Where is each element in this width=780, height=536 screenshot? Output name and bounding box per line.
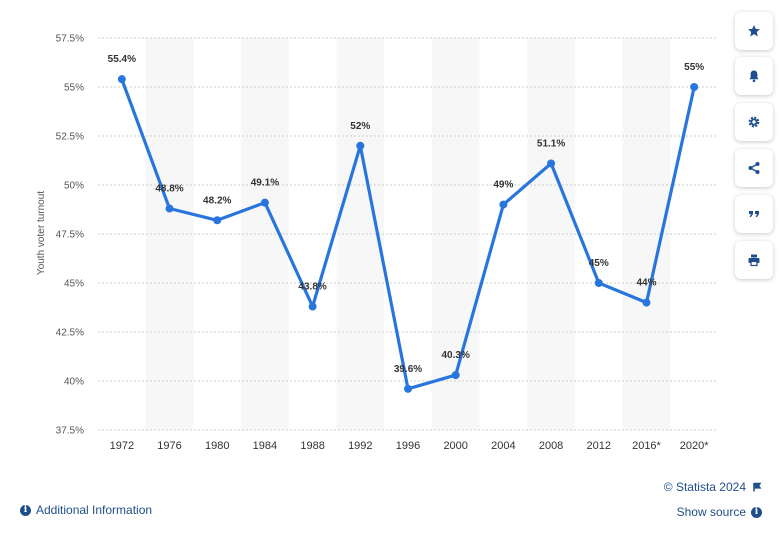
flag-icon bbox=[753, 482, 762, 492]
show-source-label: Show source bbox=[676, 505, 746, 519]
x-tick-label: 2012 bbox=[587, 440, 611, 452]
data-label: 39.6% bbox=[394, 364, 422, 375]
data-label: 40.3% bbox=[442, 350, 470, 361]
x-tick-label: 2000 bbox=[443, 440, 467, 452]
share-button[interactable] bbox=[735, 149, 773, 187]
data-point[interactable] bbox=[117, 75, 126, 84]
x-tick-label: 1988 bbox=[300, 440, 324, 452]
data-label: 55.4% bbox=[108, 54, 136, 65]
info-icon: i bbox=[20, 504, 31, 516]
share-icon bbox=[748, 162, 760, 174]
data-point[interactable] bbox=[690, 83, 699, 91]
bell-icon bbox=[749, 70, 759, 83]
data-label: 51.1% bbox=[537, 138, 565, 149]
gear-icon bbox=[748, 116, 760, 128]
settings-button[interactable] bbox=[735, 103, 773, 141]
y-tick-label: 37.5% bbox=[56, 426, 84, 437]
data-label: 44% bbox=[636, 278, 656, 289]
additional-information-label: Additional Information bbox=[36, 503, 153, 517]
background-band bbox=[241, 38, 289, 430]
x-tick-label: 1980 bbox=[205, 440, 229, 452]
data-label: 49.1% bbox=[251, 178, 279, 189]
x-tick-label: 2004 bbox=[491, 440, 515, 452]
data-point[interactable] bbox=[165, 204, 174, 213]
x-tick-label: 2008 bbox=[539, 440, 563, 452]
data-point[interactable] bbox=[356, 141, 365, 150]
y-tick-label: 57.5% bbox=[56, 34, 84, 45]
copyright-label: © Statista 2024 bbox=[663, 480, 746, 494]
data-point[interactable] bbox=[404, 384, 412, 393]
favorite-button[interactable] bbox=[735, 12, 773, 50]
data-point[interactable] bbox=[213, 216, 222, 225]
y-tick-label: 52.5% bbox=[56, 132, 84, 143]
y-tick-label: 40% bbox=[64, 377, 84, 388]
data-point[interactable] bbox=[308, 302, 317, 311]
data-label: 48.8% bbox=[155, 184, 183, 195]
show-source-link[interactable]: Show source i bbox=[677, 505, 762, 519]
y-tick-label: 47.5% bbox=[56, 230, 84, 241]
data-point[interactable] bbox=[642, 298, 651, 307]
x-tick-label: 1992 bbox=[348, 440, 372, 452]
print-icon bbox=[748, 254, 760, 267]
cite-button[interactable] bbox=[735, 195, 773, 233]
x-tick-label: 1984 bbox=[253, 440, 277, 452]
x-tick-label: 1976 bbox=[157, 440, 181, 452]
x-tick-label: 2016* bbox=[632, 440, 661, 452]
data-label: 52% bbox=[350, 121, 370, 132]
statista-copyright-link[interactable]: © Statista 2024 bbox=[664, 480, 762, 494]
x-tick-label: 2020* bbox=[680, 440, 709, 452]
x-tick-label: 1996 bbox=[396, 440, 420, 452]
data-label: 48.2% bbox=[203, 195, 231, 206]
x-axis-ticks: 1972 1976 1980 1984 1988 1992 1996 2000 2004 2008… bbox=[110, 440, 710, 452]
additional-information-link[interactable]: i Additional Information bbox=[20, 503, 152, 517]
data-label: 55% bbox=[684, 62, 704, 73]
grid-lines bbox=[98, 37, 718, 431]
data-label: 43.8% bbox=[298, 282, 326, 293]
data-labels: 55.4% 48.8% 48.2% 49.1% 43.8% 52% 39.6% 40.3% 49… bbox=[108, 54, 705, 375]
print-button[interactable] bbox=[735, 241, 773, 279]
notification-button[interactable] bbox=[735, 57, 773, 95]
quote-icon bbox=[749, 211, 759, 217]
data-label: 49% bbox=[493, 180, 513, 191]
star-icon bbox=[748, 25, 760, 37]
x-tick-label: 1972 bbox=[110, 440, 134, 452]
data-point[interactable] bbox=[594, 279, 603, 287]
y-axis-ticks: 37.5% 40% 42.5% 45% 47.5% 50% 52.5% 55% 57.5% bbox=[56, 34, 84, 437]
data-point[interactable] bbox=[499, 200, 508, 209]
data-point[interactable] bbox=[547, 159, 556, 168]
data-points bbox=[117, 75, 699, 393]
data-point[interactable] bbox=[260, 198, 269, 207]
y-tick-label: 42.5% bbox=[56, 328, 84, 339]
background-band bbox=[145, 38, 194, 430]
y-tick-label: 50% bbox=[64, 181, 84, 192]
y-tick-label: 55% bbox=[64, 83, 84, 94]
data-point[interactable] bbox=[451, 371, 460, 380]
info-icon: i bbox=[751, 506, 762, 518]
y-tick-label: 45% bbox=[64, 279, 84, 290]
y-axis-label: Youth voter turnout bbox=[36, 191, 47, 275]
data-label: 45% bbox=[589, 258, 609, 269]
